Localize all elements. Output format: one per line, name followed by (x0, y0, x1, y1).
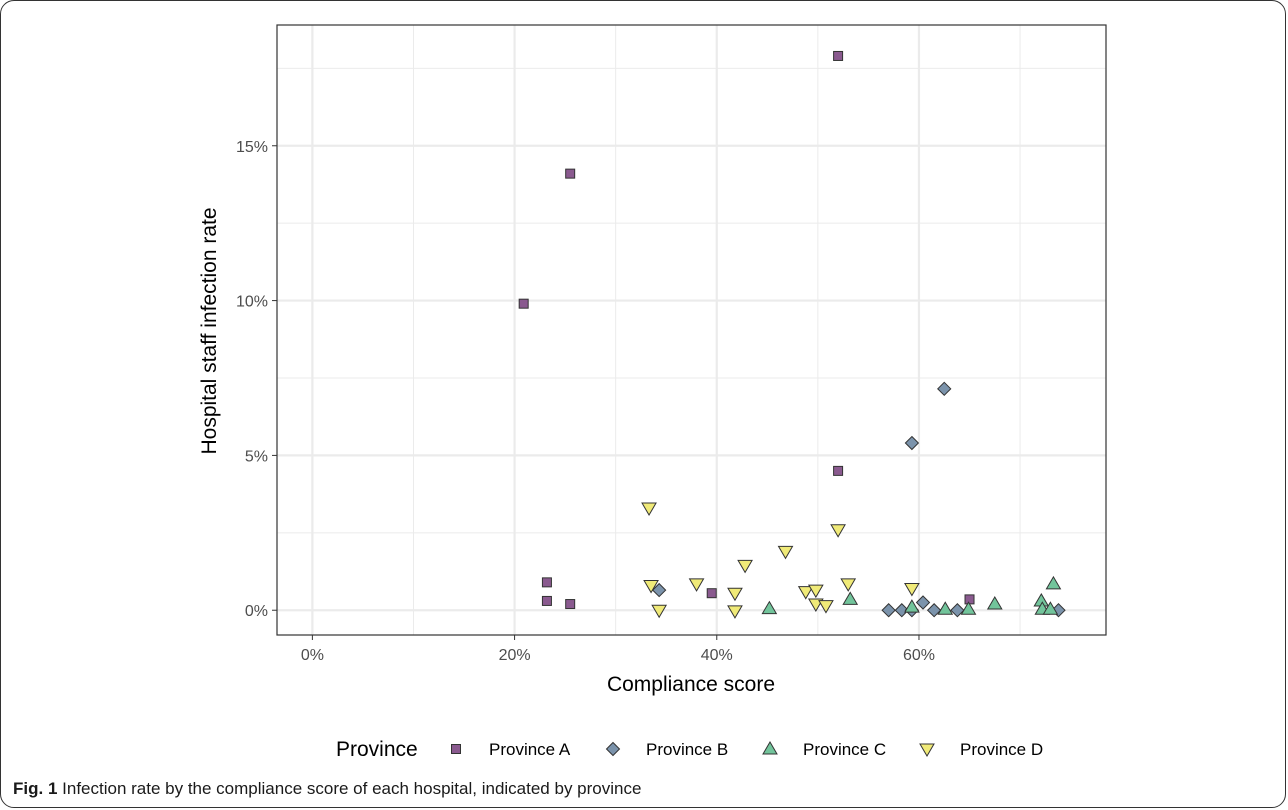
legend-item: Province C (762, 740, 886, 759)
figure-caption: Fig. 1 Infection rate by the compliance … (13, 779, 641, 799)
panel-border (276, 24, 1107, 636)
figure-caption-label: Fig. 1 (13, 779, 58, 798)
figure-caption-text: Infection rate by the compliance score o… (62, 779, 642, 798)
data-point (777, 545, 794, 560)
x-tick-label: 40% (701, 647, 733, 664)
data-point (807, 584, 824, 599)
data-point (830, 524, 846, 538)
data-point (565, 168, 576, 179)
data-point (518, 298, 529, 309)
data-point (565, 599, 576, 610)
data-point (926, 603, 942, 618)
data-point (727, 587, 743, 602)
data-point (904, 583, 920, 597)
legend-label: Province B (646, 740, 728, 759)
legend-label: Province D (960, 740, 1043, 759)
legend-key (451, 744, 461, 754)
legend-key (762, 741, 778, 755)
y-tick-label: 5% (245, 448, 268, 465)
scatter-chart: 0% 20% 40% 60% 0%5%10%15% Compliance score … (198, 24, 1107, 761)
data-point (904, 435, 920, 451)
data-point (541, 595, 552, 606)
series-province-c (761, 575, 1062, 615)
data-point (881, 603, 896, 618)
data-point (737, 559, 753, 574)
data-point (1045, 575, 1062, 590)
data-point (833, 465, 844, 476)
data-point (833, 50, 844, 61)
data-point (842, 591, 859, 605)
data-point (706, 588, 717, 599)
y-tick-label: 0% (245, 603, 268, 620)
legend-label: Province C (803, 740, 886, 759)
x-tick-label: 60% (903, 647, 935, 664)
data-point (761, 600, 778, 615)
data-point (960, 601, 977, 615)
data-point (688, 578, 705, 592)
series-province-d (641, 502, 920, 619)
data-point (915, 595, 931, 610)
legend-key (605, 741, 621, 757)
data-point (651, 604, 668, 619)
data-point (643, 579, 659, 594)
legend: Province Province A Province B Province C P… (336, 738, 1043, 761)
x-axis-ticks: 0% 20% 40% 60% (301, 635, 935, 664)
data-point (641, 502, 657, 517)
plot-panel (277, 25, 1106, 635)
data-point (937, 601, 954, 615)
data-point (651, 582, 667, 598)
y-tick-label: 10% (236, 294, 268, 311)
legend-item: Province B (605, 740, 728, 759)
y-axis-ticks: 0% 5% 10% 15% (236, 139, 277, 620)
data-point (541, 577, 552, 588)
data-point (1042, 601, 1059, 615)
x-tick-label: 20% (499, 647, 531, 664)
data-point (840, 578, 857, 592)
data-point (937, 381, 952, 397)
y-axis-label: Hospital staff infection rate (198, 207, 221, 454)
data-point (894, 603, 909, 618)
y-tick-label: 15% (236, 139, 268, 156)
data-point (964, 594, 975, 605)
legend-label: Province A (489, 740, 571, 759)
legend-key (919, 743, 935, 757)
data-point (797, 586, 814, 600)
data-point (986, 596, 1003, 610)
data-points (518, 50, 1066, 619)
legend-item: Province A (451, 740, 571, 759)
legend-item: Province D (919, 740, 1043, 759)
data-point (950, 603, 965, 618)
data-point (727, 605, 743, 619)
data-point (818, 600, 834, 614)
x-axis-label: Compliance score (607, 673, 775, 696)
panel-background (277, 25, 1106, 635)
data-point (904, 599, 920, 613)
x-tick-label: 0% (301, 647, 324, 664)
legend-title: Province (336, 738, 418, 761)
